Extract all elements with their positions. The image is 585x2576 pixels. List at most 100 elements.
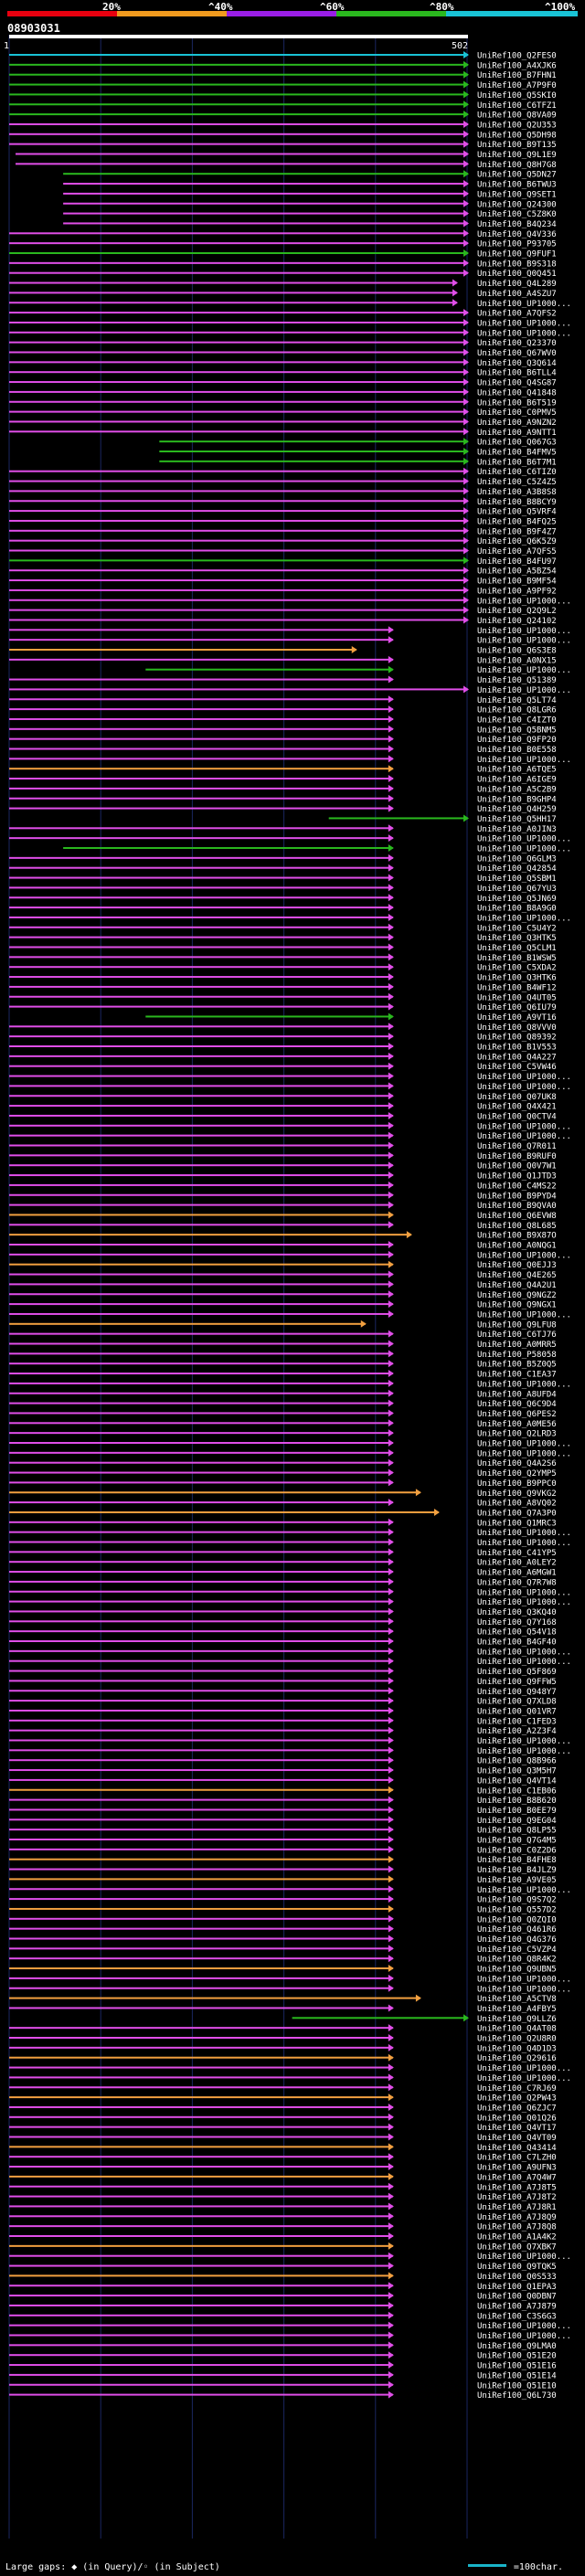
hit-bar[interactable] (9, 133, 468, 135)
hit-bar[interactable] (9, 807, 393, 810)
hit-bar[interactable] (9, 1769, 393, 1772)
hit-id-label[interactable]: UniRef100_C4MS22 (477, 1182, 557, 1191)
hit-id-label[interactable]: UniRef100_B9S318 (477, 260, 557, 269)
hit-bar[interactable] (9, 1283, 393, 1286)
hit-bar[interactable] (9, 1749, 393, 1752)
hit-id-label[interactable]: UniRef100_Q3HTK5 (477, 934, 557, 943)
hit-bar[interactable] (9, 361, 468, 364)
hit-id-label[interactable]: UniRef100_Q7XBK7 (477, 2242, 557, 2252)
hit-bar[interactable] (9, 1719, 393, 1722)
hit-bar[interactable] (9, 916, 393, 918)
hit-bar[interactable] (9, 2225, 393, 2228)
hit-id-label[interactable]: UniRef100_C41YP5 (477, 1549, 557, 1558)
hit-id-label[interactable]: UniRef100_B6TLL4 (477, 369, 557, 378)
hit-bar[interactable] (9, 2304, 393, 2306)
hit-bar[interactable] (9, 866, 393, 869)
hit-bar[interactable] (9, 1808, 393, 1811)
hit-id-label[interactable]: UniRef100_UP1000... (477, 1588, 571, 1597)
hit-id-label[interactable]: UniRef100_C4IZT0 (477, 716, 557, 725)
hit-bar[interactable] (9, 1055, 393, 1057)
hit-id-label[interactable]: UniRef100_UP1000... (477, 835, 571, 844)
hit-bar[interactable] (9, 1927, 393, 1930)
hit-id-label[interactable]: UniRef100_Q2Q9L2 (477, 607, 557, 616)
hit-id-label[interactable]: UniRef100_A7QFS5 (477, 547, 557, 557)
hit-bar[interactable] (9, 103, 468, 106)
hit-id-label[interactable]: UniRef100_Q4A2U1 (477, 1281, 557, 1290)
hit-id-label[interactable]: UniRef100_Q8VA09 (477, 111, 557, 121)
hit-bar[interactable] (9, 2076, 393, 2079)
hit-id-label[interactable]: UniRef100_Q0DBN7 (477, 2293, 557, 2302)
hit-id-label[interactable]: UniRef100_UP1000... (477, 1380, 571, 1389)
hit-bar[interactable] (9, 1590, 393, 1593)
hit-bar[interactable] (9, 2244, 393, 2247)
hit-bar[interactable] (9, 510, 468, 513)
hit-bar[interactable] (9, 2086, 393, 2089)
hit-id-label[interactable]: UniRef100_Q461R6 (477, 1925, 557, 1935)
hit-id-label[interactable]: UniRef100_UP1000... (477, 1440, 571, 1449)
hit-bar[interactable] (9, 1432, 393, 1435)
hit-bar[interactable] (9, 1997, 420, 1999)
hit-bar[interactable] (9, 1977, 393, 1979)
hit-bar[interactable] (9, 886, 393, 889)
hit-bar[interactable] (63, 183, 468, 186)
hit-id-label[interactable]: UniRef100_A1A4K2 (477, 2233, 557, 2242)
hit-id-label[interactable]: UniRef100_UP1000... (477, 1747, 571, 1756)
hit-id-label[interactable]: UniRef100_UP1000... (477, 1449, 571, 1458)
hit-id-label[interactable]: UniRef100_UP1000... (477, 756, 571, 765)
hit-id-label[interactable]: UniRef100_Q5JN69 (477, 895, 557, 904)
hit-id-label[interactable]: UniRef100_C5VZP4 (477, 1945, 557, 1955)
hit-bar[interactable] (9, 1888, 393, 1891)
hit-bar[interactable] (9, 1263, 393, 1266)
hit-bar[interactable] (9, 1848, 393, 1850)
hit-id-label[interactable]: UniRef100_Q8LP55 (477, 1827, 557, 1836)
hit-id-label[interactable]: UniRef100_A7J8T5 (477, 2183, 557, 2192)
hit-bar[interactable] (9, 1729, 393, 1732)
hit-bar[interactable] (9, 252, 468, 254)
hit-bar[interactable] (9, 1392, 393, 1394)
hit-id-label[interactable]: UniRef100_B9QVA0 (477, 1202, 557, 1211)
hit-bar[interactable] (9, 1620, 393, 1623)
hit-id-label[interactable]: UniRef100_C6TFZ1 (477, 101, 557, 111)
hit-bar[interactable] (9, 2096, 393, 2099)
hit-id-label[interactable]: UniRef100_Q5HH17 (477, 815, 557, 824)
hit-bar[interactable] (9, 1303, 393, 1306)
hit-id-label[interactable]: UniRef100_A0JIN3 (477, 825, 557, 834)
hit-id-label[interactable]: UniRef100_Q4VT14 (477, 1776, 557, 1786)
hit-bar[interactable] (9, 2125, 393, 2128)
hit-id-label[interactable]: UniRef100_A8UFD4 (477, 1390, 557, 1399)
hit-id-label[interactable]: UniRef100_A9NTT1 (477, 429, 557, 438)
hit-bar[interactable] (9, 727, 393, 730)
hit-bar[interactable] (9, 2373, 393, 2376)
hit-id-label[interactable]: UniRef100_UP1000... (477, 627, 571, 636)
hit-bar[interactable] (9, 410, 468, 413)
hit-bar[interactable] (9, 1531, 393, 1533)
hit-id-label[interactable]: UniRef100_A0MRR5 (477, 1341, 557, 1350)
hit-bar[interactable] (9, 579, 468, 582)
hit-bar[interactable] (63, 192, 468, 195)
hit-id-label[interactable]: UniRef100_Q7G4M5 (477, 1837, 557, 1846)
hit-id-label[interactable]: UniRef100_Q4AT08 (477, 2025, 557, 2034)
hit-id-label[interactable]: UniRef100_UP1000... (477, 2253, 571, 2262)
hit-id-label[interactable]: UniRef100_Q3KQ40 (477, 1608, 557, 1617)
hit-id-label[interactable]: UniRef100_Q948Y7 (477, 1688, 557, 1697)
hit-id-label[interactable]: UniRef100_Q2U8R0 (477, 2035, 557, 2044)
hit-id-label[interactable]: UniRef100_Q9UBN5 (477, 1966, 557, 1975)
hit-bar[interactable] (9, 1451, 393, 1454)
hit-bar[interactable] (9, 292, 457, 294)
hit-bar[interactable] (9, 1114, 393, 1117)
hit-id-label[interactable]: UniRef100_Q2LRD3 (477, 1430, 557, 1439)
hit-id-label[interactable]: UniRef100_Q4X421 (477, 1103, 557, 1112)
hit-id-label[interactable]: UniRef100_Q6GLM3 (477, 854, 557, 864)
hit-id-label[interactable]: UniRef100_P93705 (477, 240, 557, 249)
hit-id-label[interactable]: UniRef100_UP1000... (477, 1539, 571, 1548)
hit-bar[interactable] (9, 1154, 393, 1157)
hit-id-label[interactable]: UniRef100_Q67YU3 (477, 885, 557, 894)
hit-id-label[interactable]: UniRef100_A9VT16 (477, 1013, 557, 1023)
hit-bar[interactable] (9, 1868, 393, 1871)
hit-id-label[interactable]: UniRef100_UP1000... (477, 845, 571, 854)
hit-bar[interactable] (9, 1422, 393, 1425)
hit-bar[interactable] (9, 1105, 393, 1108)
hit-id-label[interactable]: UniRef100_B4FU97 (477, 557, 557, 567)
hit-id-label[interactable]: UniRef100_Q2FES0 (477, 52, 557, 61)
hit-bar[interactable] (9, 470, 468, 472)
